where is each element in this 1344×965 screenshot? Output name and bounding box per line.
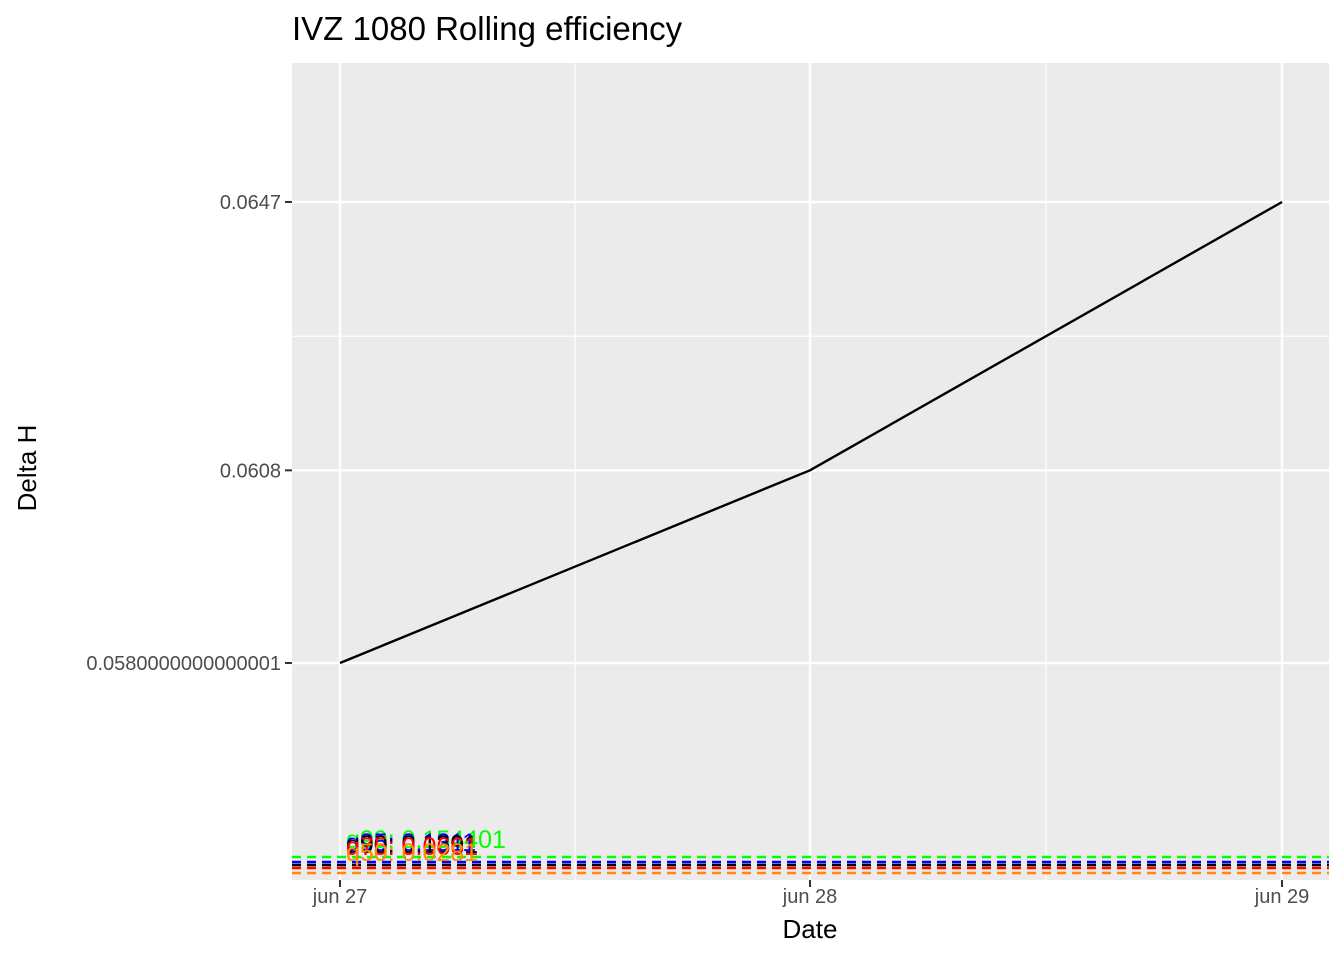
x-tick-label: jun 28 (782, 886, 838, 908)
reference-label: q90: 0.1391 (346, 831, 478, 859)
y-tick-label: 0.0647 (220, 192, 281, 214)
y-tick-label: 0.0608 (220, 460, 281, 482)
chart-title: IVZ 1080 Rolling efficiency (292, 10, 683, 47)
y-tick-label: 0.0580000000000001 (86, 653, 281, 675)
reference-lines (292, 855, 1329, 875)
data-series (339, 200, 1283, 665)
axes: jun 27 jun 28 jun 29 0.0580000000000001 0.06… (86, 192, 1309, 908)
reference-label: q99: 0.154401 (346, 826, 506, 854)
x-axis-label: Date (783, 914, 838, 944)
reference-label: q75: 0.0661 (346, 833, 478, 861)
x-tick-label: jun 27 (312, 886, 368, 908)
x-tick-label: jun 29 (1254, 886, 1310, 908)
series-line (339, 200, 1283, 665)
reference-label: q95: 0.1311 (346, 829, 476, 857)
grid-lines (292, 63, 1329, 880)
reference-label: q50: 0.0281 (346, 839, 478, 867)
y-axis-label: Delta H (12, 425, 42, 512)
